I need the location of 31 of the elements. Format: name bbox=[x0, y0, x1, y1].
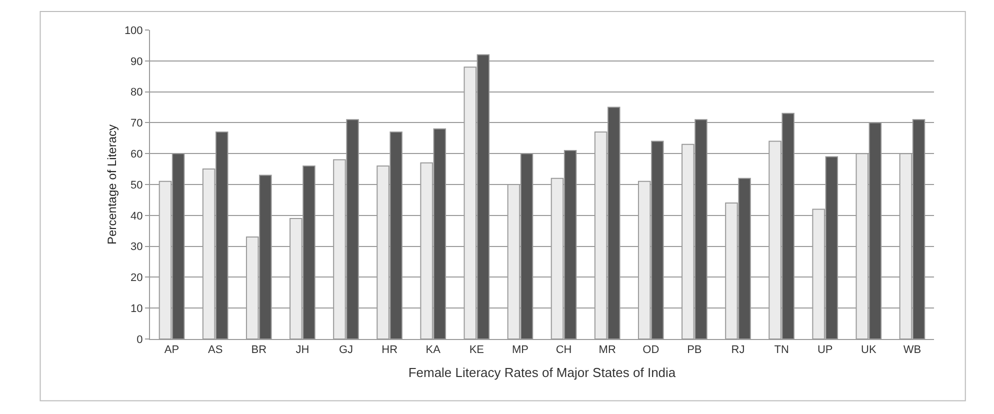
y-tick-label: 80 bbox=[130, 86, 143, 99]
x-tick-label: CH bbox=[556, 344, 572, 356]
y-tick-label: 60 bbox=[130, 148, 143, 160]
x-tick-label: KE bbox=[469, 344, 484, 356]
x-tick-label: MP bbox=[512, 344, 528, 356]
x-tick-label: AS bbox=[208, 344, 223, 356]
x-tick-label: KA bbox=[426, 344, 442, 356]
y-axis-title: Percentage of Literacy bbox=[105, 124, 119, 245]
x-tick-label: WB bbox=[903, 344, 922, 356]
x-tick-label: JH bbox=[296, 344, 310, 356]
x-tick-label: BR bbox=[251, 344, 267, 356]
y-tick-label: 10 bbox=[130, 302, 143, 315]
x-tick-label: UP bbox=[817, 344, 833, 356]
x-tick-label: UK bbox=[861, 344, 877, 356]
y-tick-label: 0 bbox=[136, 334, 143, 346]
x-tick-label: OD bbox=[642, 344, 660, 356]
x-tick-label: MR bbox=[598, 344, 616, 356]
y-tick-label: 90 bbox=[130, 56, 143, 68]
y-tick-label: 70 bbox=[130, 118, 143, 130]
y-tick-label: 20 bbox=[130, 272, 143, 284]
x-tick-label: AP bbox=[164, 344, 180, 356]
x-tick-label: GJ bbox=[338, 344, 354, 356]
y-tick-label: 100 bbox=[124, 24, 143, 37]
x-axis-title: Female Literacy Rates of Major States of India bbox=[408, 364, 676, 380]
y-tick-label: 30 bbox=[130, 241, 143, 254]
x-tick-label: TN bbox=[774, 344, 789, 356]
y-tick-label: 50 bbox=[130, 179, 143, 192]
y-tick-label: 40 bbox=[130, 210, 143, 222]
x-tick-label: RJ bbox=[731, 344, 745, 356]
x-tick-label: HR bbox=[382, 344, 398, 356]
x-tick-label: PB bbox=[687, 344, 702, 356]
